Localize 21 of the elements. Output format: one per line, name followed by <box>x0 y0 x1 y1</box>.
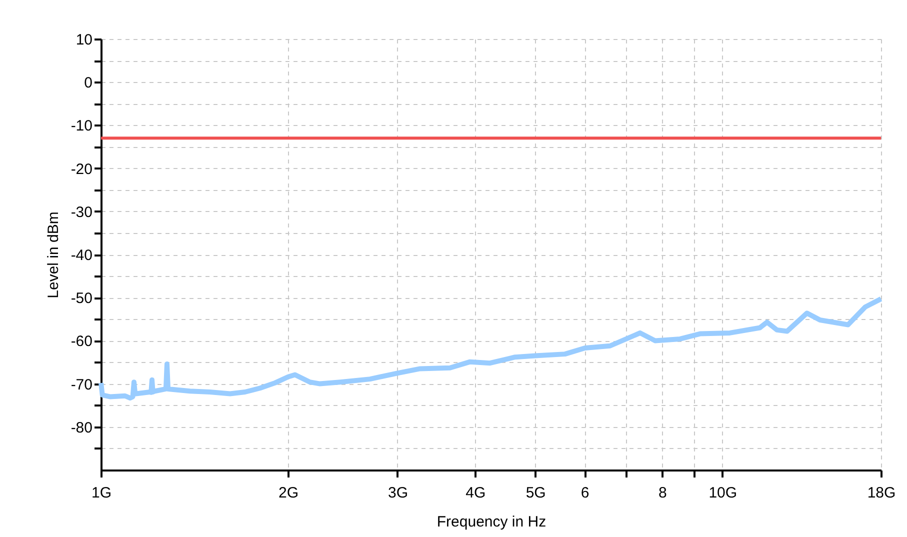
y-tick-label: -80 <box>70 419 92 436</box>
y-tick-label: -50 <box>70 290 92 308</box>
x-tick-label: 6 <box>580 484 590 502</box>
x-tick-label: 3G <box>388 484 408 502</box>
x-tick-label: 18G <box>867 484 896 502</box>
y-tick-label: -10 <box>70 118 92 135</box>
x-tick-label: 2G <box>278 484 299 502</box>
y-tick-label: -20 <box>70 160 92 178</box>
x-tick-label: 1G <box>91 484 112 502</box>
x-tick-label: 5G <box>526 484 546 502</box>
y-tick-label: -30 <box>70 204 92 221</box>
y-tick-label: 0 <box>84 74 92 92</box>
x-tick-label: 10G <box>708 484 738 502</box>
y-tick-label: -40 <box>70 247 92 264</box>
y-axis-title: Level in dBm <box>44 212 62 298</box>
y-tick-label: -60 <box>70 333 92 350</box>
x-axis-title: Frequency in Hz <box>436 514 546 530</box>
x-tick-label: 4G <box>466 484 486 502</box>
x-tick-label: 8 <box>658 484 667 502</box>
y-tick-label: -70 <box>70 376 92 394</box>
y-tick-label: 10 <box>76 32 92 48</box>
